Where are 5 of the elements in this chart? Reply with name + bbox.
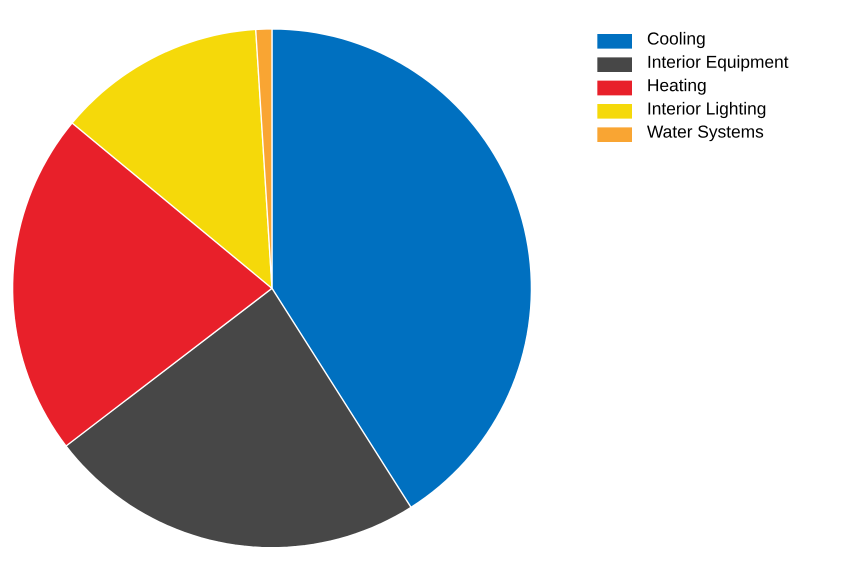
legend-label: Heating — [648, 78, 706, 95]
legend-label: Interior Lighting — [648, 102, 766, 118]
legend-label: Interior Equipment — [648, 55, 788, 72]
legend-label: Cooling — [648, 32, 705, 48]
legend-label: Water Systems — [647, 125, 764, 142]
